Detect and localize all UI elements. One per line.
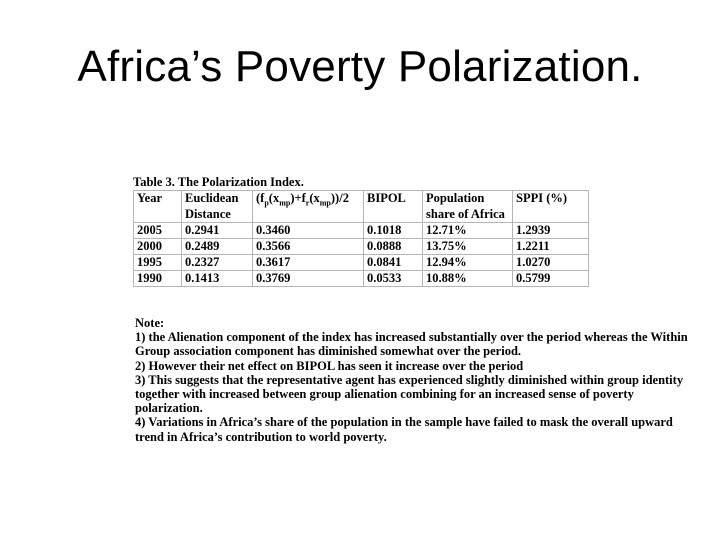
cell-year: 1995 (133, 254, 182, 271)
note-item: 1) the Alienation component of the index… (135, 330, 688, 359)
cell-bipol: 0.0533 (363, 270, 423, 287)
cell-euclidean: 0.2489 (181, 238, 253, 255)
note-item: 4) Variations in Africa’s share of the p… (135, 415, 673, 444)
cell-formula: 0.3566 (252, 238, 364, 255)
slide-title: Africa’s Poverty Polarization. (77, 42, 643, 91)
cell-formula: 0.3769 (252, 270, 364, 287)
cell-sppi: 1.2211 (512, 238, 589, 255)
header-formula: (fp(xmp)+fr(xmp))/2 (252, 190, 364, 223)
header-euclidean-label: Euclidean Distance (185, 191, 239, 221)
formula-sub-3: r (305, 198, 310, 208)
header-year: Year (133, 190, 182, 223)
cell-formula: 0.3617 (252, 254, 364, 271)
cell-population-share: 12.71% (422, 222, 513, 239)
cell-year: 2000 (133, 238, 182, 255)
table-caption: Table 3. The Polarization Index. (133, 175, 304, 189)
cell-population-share: 12.94% (422, 254, 513, 271)
table-header-row: Year Euclidean Distance (fp(xmp)+fr(xmp)… (133, 190, 589, 223)
note-block: Note: 1) the Alienation component of the… (135, 316, 695, 444)
header-bipol: BIPOL (363, 190, 423, 223)
polarization-table: Year Euclidean Distance (fp(xmp)+fr(xmp)… (133, 190, 589, 287)
table-row: 1990 0.1413 0.3769 0.0533 10.88% 0.5799 (133, 270, 589, 287)
header-population-share: Population share of Africa (422, 190, 513, 223)
note-item: 2) However their net effect on BIPOL has… (135, 358, 524, 373)
cell-year: 1990 (133, 270, 182, 287)
cell-population-share: 13.75% (422, 238, 513, 255)
cell-formula: 0.3460 (252, 222, 364, 239)
cell-bipol: 0.0888 (363, 238, 423, 255)
cell-sppi: 1.2939 (512, 222, 589, 239)
formula-part-4: (x (309, 191, 320, 206)
cell-sppi: 1.0270 (512, 254, 589, 271)
cell-euclidean: 0.2327 (181, 254, 253, 271)
formula-sub-2: mp (279, 198, 291, 208)
cell-euclidean: 0.1413 (181, 270, 253, 287)
cell-sppi: 0.5799 (512, 270, 589, 287)
cell-population-share: 10.88% (422, 270, 513, 287)
formula-part-3: )+f (290, 191, 306, 206)
note-item: 3) This suggests that the representative… (135, 372, 684, 416)
cell-bipol: 0.0841 (363, 254, 423, 271)
table-row: 2000 0.2489 0.3566 0.0888 13.75% 1.2211 (133, 238, 589, 255)
formula-part-5: ))/2 (330, 191, 349, 206)
cell-euclidean: 0.2941 (181, 222, 253, 239)
cell-bipol: 0.1018 (363, 222, 423, 239)
table-row: 1995 0.2327 0.3617 0.0841 12.94% 1.0270 (133, 254, 589, 271)
header-euclidean-distance: Euclidean Distance (181, 190, 253, 223)
formula-sub-1: p (264, 198, 269, 208)
note-heading: Note: (135, 316, 165, 330)
formula-sub-4: mp (319, 198, 331, 208)
header-sppi: SPPI (%) (512, 190, 589, 223)
table-row: 2005 0.2941 0.3460 0.1018 12.71% 1.2939 (133, 222, 589, 239)
polarization-table-block: Table 3. The Polarization Index. Year Eu… (133, 175, 589, 287)
formula-part-1: (f (256, 191, 265, 206)
formula-part-2: (x (268, 191, 280, 206)
cell-year: 2005 (133, 222, 182, 239)
